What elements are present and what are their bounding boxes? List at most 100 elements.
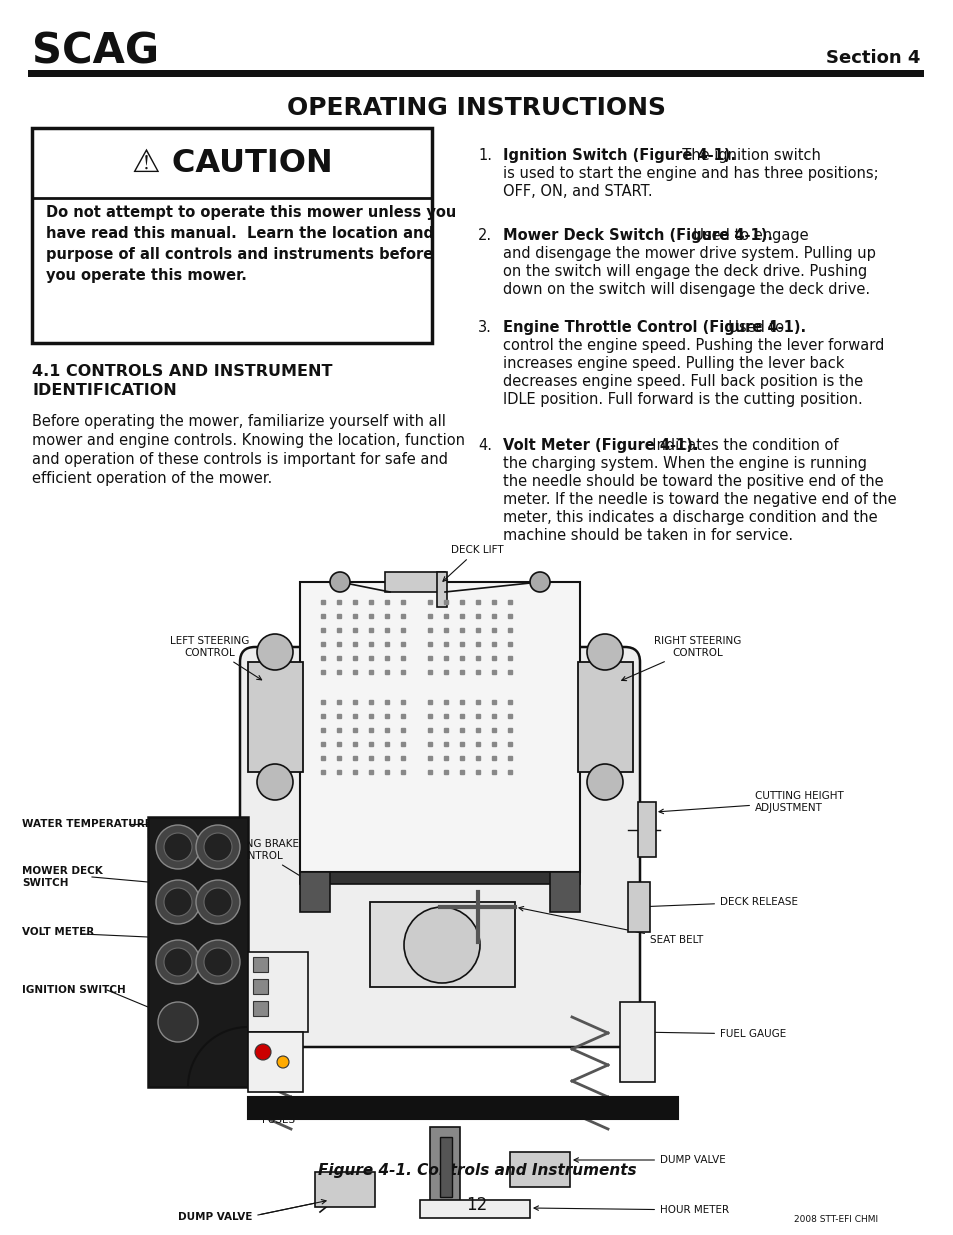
Text: IDENTIFICATION: IDENTIFICATION — [32, 383, 176, 398]
Text: increases engine speed. Pulling the lever back: increases engine speed. Pulling the leve… — [502, 356, 843, 370]
Circle shape — [195, 881, 240, 924]
Text: 3.: 3. — [477, 320, 492, 335]
Text: decreases engine speed. Full back position is the: decreases engine speed. Full back positi… — [502, 374, 862, 389]
Text: mower and engine controls. Knowing the location, function: mower and engine controls. Knowing the l… — [32, 433, 464, 448]
Text: 2.: 2. — [477, 228, 492, 243]
Text: Ignition Switch (Figure 4-1).: Ignition Switch (Figure 4-1). — [502, 148, 736, 163]
Text: Used to: Used to — [719, 320, 783, 335]
Circle shape — [530, 572, 550, 592]
Text: down on the switch will disengage the deck drive.: down on the switch will disengage the de… — [502, 282, 869, 296]
Circle shape — [156, 881, 200, 924]
Text: Section 4: Section 4 — [824, 49, 919, 67]
Bar — [148, 818, 248, 1087]
Text: IGNITION SWITCH: IGNITION SWITCH — [22, 986, 126, 995]
Circle shape — [256, 764, 293, 800]
Text: ⚠ CAUTION: ⚠ CAUTION — [132, 147, 332, 179]
Text: the charging system. When the engine is running: the charging system. When the engine is … — [502, 456, 866, 471]
Circle shape — [276, 1056, 289, 1068]
Circle shape — [158, 1002, 198, 1042]
Bar — [248, 1032, 303, 1092]
Circle shape — [204, 888, 232, 916]
Text: IDLE position. Full forward is the cutting position.: IDLE position. Full forward is the cutti… — [502, 391, 862, 408]
Text: DUMP VALVE: DUMP VALVE — [177, 1212, 252, 1221]
Circle shape — [164, 832, 192, 861]
Bar — [627, 882, 649, 932]
Text: OFF, ON, and START.: OFF, ON, and START. — [502, 184, 652, 199]
Bar — [510, 1152, 569, 1187]
Text: Before operating the mower, familiarize yourself with all: Before operating the mower, familiarize … — [32, 414, 445, 429]
Text: CHECK
ENGINE
LIGHT: CHECK ENGINE LIGHT — [208, 1045, 259, 1078]
Bar — [248, 662, 303, 772]
Text: have read this manual.  Learn the location and: have read this manual. Learn the locatio… — [46, 226, 434, 241]
Text: 4.1 CONTROLS AND INSTRUMENT: 4.1 CONTROLS AND INSTRUMENT — [32, 364, 333, 379]
Bar — [578, 662, 633, 772]
Text: VOLT METER: VOLT METER — [22, 927, 94, 937]
Text: Do not attempt to operate this mower unless you: Do not attempt to operate this mower unl… — [46, 205, 456, 220]
Circle shape — [195, 940, 240, 984]
Text: MOWER DECK
SWITCH: MOWER DECK SWITCH — [22, 866, 103, 888]
Bar — [299, 582, 579, 872]
Circle shape — [204, 832, 232, 861]
Bar — [619, 1002, 655, 1082]
Bar — [430, 1128, 459, 1207]
Text: OPERATING INSTRUCTIONS: OPERATING INSTRUCTIONS — [287, 96, 666, 120]
Text: FUSES: FUSES — [262, 1104, 296, 1125]
Bar — [253, 957, 268, 972]
Text: Figure 4-1. Controls and Instruments: Figure 4-1. Controls and Instruments — [317, 1162, 636, 1177]
Text: is used to start the engine and has three positions;: is used to start the engine and has thre… — [502, 165, 878, 182]
Text: you operate this mower.: you operate this mower. — [46, 268, 247, 283]
Text: Volt Meter (Figure 4-1).: Volt Meter (Figure 4-1). — [502, 438, 698, 453]
Text: 2008 STT-EFI CHMI: 2008 STT-EFI CHMI — [793, 1215, 877, 1224]
Text: machine should be taken in for service.: machine should be taken in for service. — [502, 529, 792, 543]
Text: meter. If the needle is toward the negative end of the: meter. If the needle is toward the negat… — [502, 492, 896, 508]
Bar — [436, 572, 447, 606]
Text: DECK RELEASE: DECK RELEASE — [639, 897, 797, 909]
FancyBboxPatch shape — [240, 647, 639, 1047]
Bar — [419, 1200, 530, 1218]
Circle shape — [164, 948, 192, 976]
Text: The ignition switch: The ignition switch — [672, 148, 820, 163]
Text: CUTTING HEIGHT
ADJUSTMENT: CUTTING HEIGHT ADJUSTMENT — [659, 792, 842, 814]
Text: control the engine speed. Pushing the lever forward: control the engine speed. Pushing the le… — [502, 338, 883, 353]
Text: FUEL GAUGE: FUEL GAUGE — [639, 1029, 785, 1039]
Text: Used to engage: Used to engage — [683, 228, 808, 243]
Text: Indicates the condition of: Indicates the condition of — [642, 438, 838, 453]
Text: and operation of these controls is important for safe and: and operation of these controls is impor… — [32, 452, 448, 467]
Circle shape — [204, 948, 232, 976]
Text: DUMP VALVE: DUMP VALVE — [574, 1155, 725, 1165]
Bar — [314, 1172, 375, 1207]
Text: Engine Throttle Control (Figure 4-1).: Engine Throttle Control (Figure 4-1). — [502, 320, 805, 335]
Circle shape — [256, 634, 293, 671]
Text: SCAG: SCAG — [32, 31, 159, 73]
Text: efficient operation of the mower.: efficient operation of the mower. — [32, 471, 272, 487]
Circle shape — [156, 825, 200, 869]
Bar — [32, 128, 432, 343]
Circle shape — [330, 572, 350, 592]
Text: DECK LIFT: DECK LIFT — [442, 545, 503, 582]
Text: 12: 12 — [466, 1195, 487, 1214]
Text: purpose of all controls and instruments before: purpose of all controls and instruments … — [46, 247, 433, 262]
Text: 1.: 1. — [477, 148, 492, 163]
Text: ENGINE THROTTLE
CONTROL: ENGINE THROTTLE CONTROL — [151, 969, 266, 990]
Bar — [253, 1002, 268, 1016]
Text: LEFT STEERING
CONTROL: LEFT STEERING CONTROL — [171, 636, 261, 679]
Text: Mower Deck Switch (Figure 4-1).: Mower Deck Switch (Figure 4-1). — [502, 228, 772, 243]
Bar — [638, 802, 656, 857]
Bar — [299, 872, 579, 884]
Text: HOUR METER: HOUR METER — [534, 1205, 728, 1215]
Bar — [370, 902, 515, 987]
Text: PARKING BRAKE
CONTROL: PARKING BRAKE CONTROL — [216, 840, 306, 879]
Circle shape — [195, 825, 240, 869]
Text: and disengage the mower drive system. Pulling up: and disengage the mower drive system. Pu… — [502, 246, 875, 261]
Text: on the switch will engage the deck drive. Pushing: on the switch will engage the deck drive… — [502, 264, 866, 279]
Text: SEAT BELT: SEAT BELT — [518, 906, 702, 945]
Bar — [439, 1137, 452, 1197]
Text: 4.: 4. — [477, 438, 492, 453]
Text: the needle should be toward the positive end of the: the needle should be toward the positive… — [502, 474, 882, 489]
Circle shape — [403, 906, 479, 983]
Text: meter, this indicates a discharge condition and the: meter, this indicates a discharge condit… — [502, 510, 877, 525]
Circle shape — [164, 888, 192, 916]
Bar — [550, 872, 579, 911]
Bar — [248, 952, 308, 1032]
Circle shape — [254, 1044, 271, 1060]
